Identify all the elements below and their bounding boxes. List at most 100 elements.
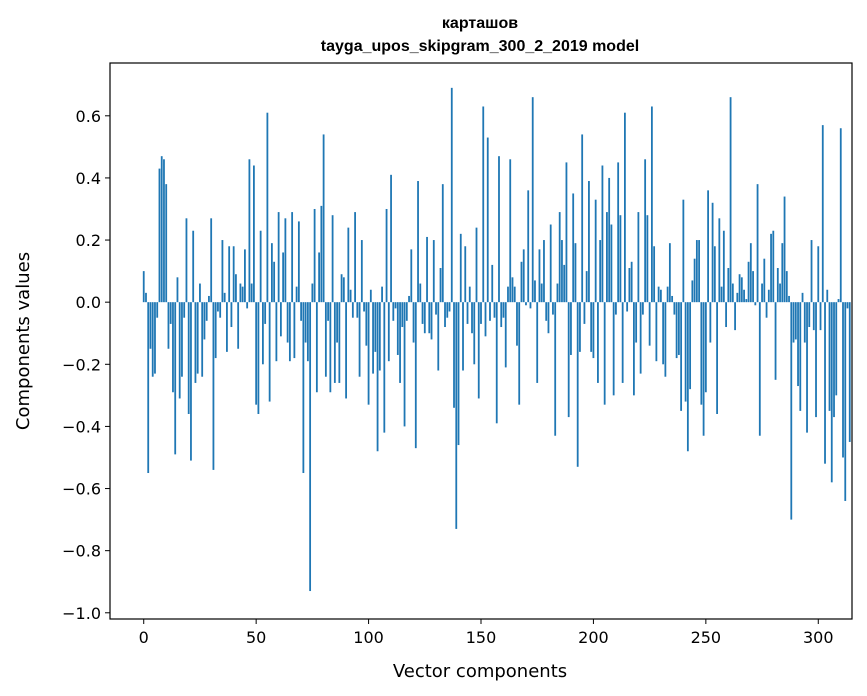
y-tick-label: −0.4 (62, 417, 101, 436)
bar-component-168 (520, 261, 523, 303)
bar-component-218 (633, 302, 635, 396)
bar-component-313 (846, 302, 849, 309)
bar-component-116 (403, 302, 406, 427)
bar-component-232 (664, 302, 667, 377)
bar-component-185 (558, 212, 561, 303)
bar-component-311 (842, 302, 844, 458)
bar-component-13 (172, 302, 174, 393)
bar-component-260 (727, 268, 730, 303)
bar-component-9 (163, 159, 165, 303)
bar-component-87 (338, 302, 341, 383)
bar-component-243 (689, 302, 692, 390)
x-axis-ticks: 0 50 100 150 200 250 300 (139, 619, 834, 647)
bar-component-135 (446, 302, 449, 318)
bar-component-103 (374, 302, 377, 352)
bar-component-261 (729, 97, 732, 303)
bar-component-55 (266, 112, 269, 303)
bar-component-244 (691, 280, 694, 303)
bar-component-278 (767, 289, 770, 303)
bar-component-272 (754, 302, 757, 306)
bar-component-293 (801, 292, 804, 303)
bar-component-32 (214, 302, 217, 359)
bar-component-219 (635, 302, 638, 343)
bar-component-215 (626, 302, 629, 312)
bar-component-208 (610, 224, 613, 303)
bar-component-241 (684, 302, 687, 402)
bar-component-304 (826, 289, 829, 303)
bar-component-143 (464, 246, 467, 303)
bar-component-30 (210, 218, 213, 303)
bar-component-61 (279, 302, 282, 337)
bar-component-214 (624, 112, 626, 303)
bar-component-8 (160, 156, 163, 303)
bar-component-83 (329, 302, 332, 393)
bar-component-10 (165, 184, 168, 303)
bar-component-90 (345, 302, 347, 399)
bar-component-309 (837, 299, 840, 303)
bar-component-308 (835, 302, 838, 396)
bar-component-247 (698, 240, 700, 303)
bar-component-165 (513, 286, 516, 303)
bar-component-281 (774, 302, 777, 380)
bar-component-201 (594, 199, 597, 303)
bar-component-84 (331, 215, 334, 303)
bar-component-274 (758, 302, 761, 436)
bar-component-198 (588, 181, 590, 303)
bar-component-19 (185, 218, 188, 303)
bar-component-158 (498, 156, 500, 303)
bar-component-142 (462, 302, 464, 371)
bar-component-203 (599, 240, 602, 303)
bar-component-265 (738, 274, 741, 303)
bar-component-234 (668, 243, 671, 303)
bar-component-266 (740, 277, 743, 303)
bar-component-88 (340, 274, 343, 303)
bar-component-170 (525, 302, 527, 306)
bar-component-283 (779, 283, 781, 303)
bar-component-102 (372, 302, 374, 374)
bar-component-204 (601, 165, 604, 303)
bar-component-242 (686, 302, 689, 452)
bar-component-26 (201, 302, 204, 377)
bar-component-36 (223, 292, 226, 303)
bar-component-183 (554, 302, 557, 436)
bar-component-97 (360, 240, 363, 303)
bar-component-246 (695, 240, 698, 303)
bar-component-240 (682, 199, 685, 303)
bar-component-282 (776, 268, 779, 303)
bar-component-0 (142, 271, 145, 303)
bar-component-118 (408, 295, 410, 303)
bar-component-295 (806, 302, 808, 433)
bar-component-41 (235, 274, 237, 303)
bar-component-25 (199, 283, 201, 303)
bar-component-60 (277, 212, 280, 303)
bar-component-210 (615, 302, 617, 315)
bar-component-181 (549, 224, 552, 303)
bar-component-126 (426, 236, 428, 303)
bar-component-228 (655, 302, 658, 362)
bar-component-131 (437, 302, 440, 371)
bar-component-64 (286, 302, 289, 343)
bar-component-98 (363, 302, 365, 312)
y-tick-label: −1.0 (62, 604, 101, 623)
bar-component-275 (761, 283, 763, 303)
x-tick-label: 100 (353, 628, 384, 647)
bar-component-193 (576, 302, 579, 467)
bar-component-27 (203, 302, 206, 340)
bar-component-23 (194, 302, 197, 383)
bar-component-75 (311, 283, 314, 303)
bar-component-180 (547, 302, 550, 334)
bar-component-145 (468, 286, 471, 303)
bar-component-173 (531, 97, 534, 303)
bar-component-288 (790, 302, 793, 520)
bar-component-99 (365, 302, 368, 346)
bar-component-174 (534, 280, 536, 303)
bar-component-197 (585, 271, 588, 303)
bar-component-251 (707, 190, 709, 303)
bar-component-79 (320, 205, 323, 303)
bar-component-285 (783, 196, 786, 303)
x-tick-label: 250 (691, 628, 722, 647)
bar-component-76 (313, 208, 316, 303)
bar-component-196 (583, 302, 586, 324)
bar-component-167 (518, 302, 521, 405)
bar-component-85 (333, 302, 336, 383)
